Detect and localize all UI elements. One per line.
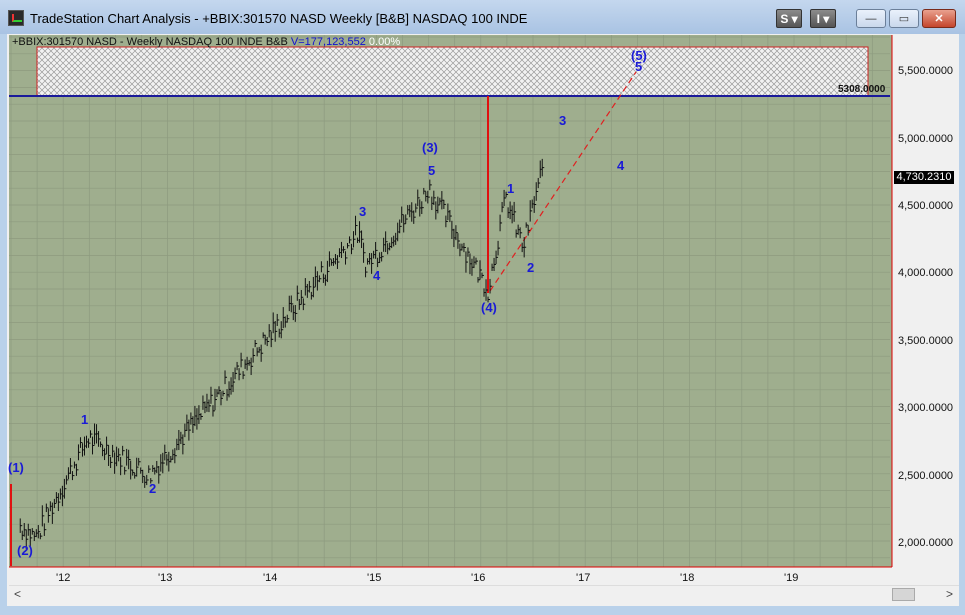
x-tick-label: '15	[367, 572, 382, 584]
wave-label: (3)	[422, 140, 438, 155]
y-tick-label: 5,500.0000	[898, 65, 954, 77]
wave-label: 1	[507, 181, 515, 196]
scroll-right-arrow-icon[interactable]: >	[945, 587, 953, 601]
wave-label: 5	[635, 59, 643, 74]
wave-label: 2	[149, 481, 157, 496]
y-tick-label: 4,500.0000	[898, 200, 954, 212]
maximize-button[interactable]: ▭	[889, 9, 919, 28]
scroll-thumb[interactable]	[892, 588, 915, 601]
wave-label: 5	[428, 163, 436, 178]
wave-label: 1	[81, 412, 89, 427]
window-title: TradeStation Chart Analysis - +BBIX:3015…	[30, 11, 528, 26]
change-label: 0.00%	[368, 36, 401, 48]
x-tick-label: '19	[784, 572, 799, 584]
tradestation-chart-icon	[8, 10, 24, 26]
wave-label: (1)	[8, 460, 24, 475]
title-bar: TradeStation Chart Analysis - +BBIX:3015…	[0, 0, 965, 34]
target-zone-box	[36, 46, 869, 97]
wave-label: 3	[359, 204, 367, 219]
x-tick-label: '13	[158, 572, 173, 584]
y-tick-label: 4,000.0000	[898, 267, 954, 279]
chart-grid	[9, 35, 890, 567]
wave-label: 2	[527, 260, 535, 275]
minimize-button[interactable]: —	[856, 9, 886, 28]
projection-trendline	[489, 71, 637, 292]
scroll-left-arrow-icon[interactable]: <	[13, 587, 21, 601]
chart-header: +BBIX:301570 NASD - Weekly NASDAQ 100 IN…	[12, 36, 400, 48]
horizontal-scrollbar[interactable]: < >	[9, 585, 959, 603]
x-tick-label: '17	[576, 572, 591, 584]
y-tick-label: 3,500.0000	[898, 335, 954, 347]
symbol-menu-button[interactable]: S ▾	[776, 9, 802, 28]
price-axis[interactable]	[892, 35, 959, 567]
y-tick-label: 3,000.0000	[898, 402, 954, 414]
symbol-label: +BBIX:301570 NASD - Weekly NASDAQ 100 IN…	[12, 36, 288, 48]
x-tick-label: '18	[680, 572, 695, 584]
y-tick-label: 2,500.0000	[898, 470, 954, 482]
wave-label: 3	[559, 113, 567, 128]
y-tick-label: 2,000.0000	[898, 537, 954, 549]
price-bars	[19, 158, 545, 550]
resistance-level-label: 5308.0000	[838, 84, 886, 95]
time-axis[interactable]	[9, 567, 892, 584]
y-tick-label: 5,000.0000	[898, 133, 954, 145]
wave-label: (4)	[481, 300, 497, 315]
chart-plot-area[interactable]	[9, 35, 892, 567]
wave-label: 4	[373, 268, 381, 283]
last-price-tag: 4,730.2310	[894, 171, 954, 184]
x-tick-label: '14	[263, 572, 278, 584]
wave-label: (2)	[17, 543, 33, 558]
close-button[interactable]: ✕	[922, 9, 956, 28]
x-tick-label: '16	[471, 572, 486, 584]
x-tick-label: '12	[56, 572, 71, 584]
indicator-menu-button[interactable]: I ▾	[810, 9, 836, 28]
wave-label: 4	[617, 158, 625, 173]
wave-label: (5)	[631, 48, 647, 63]
volume-label: V=177,123,552	[290, 36, 366, 48]
